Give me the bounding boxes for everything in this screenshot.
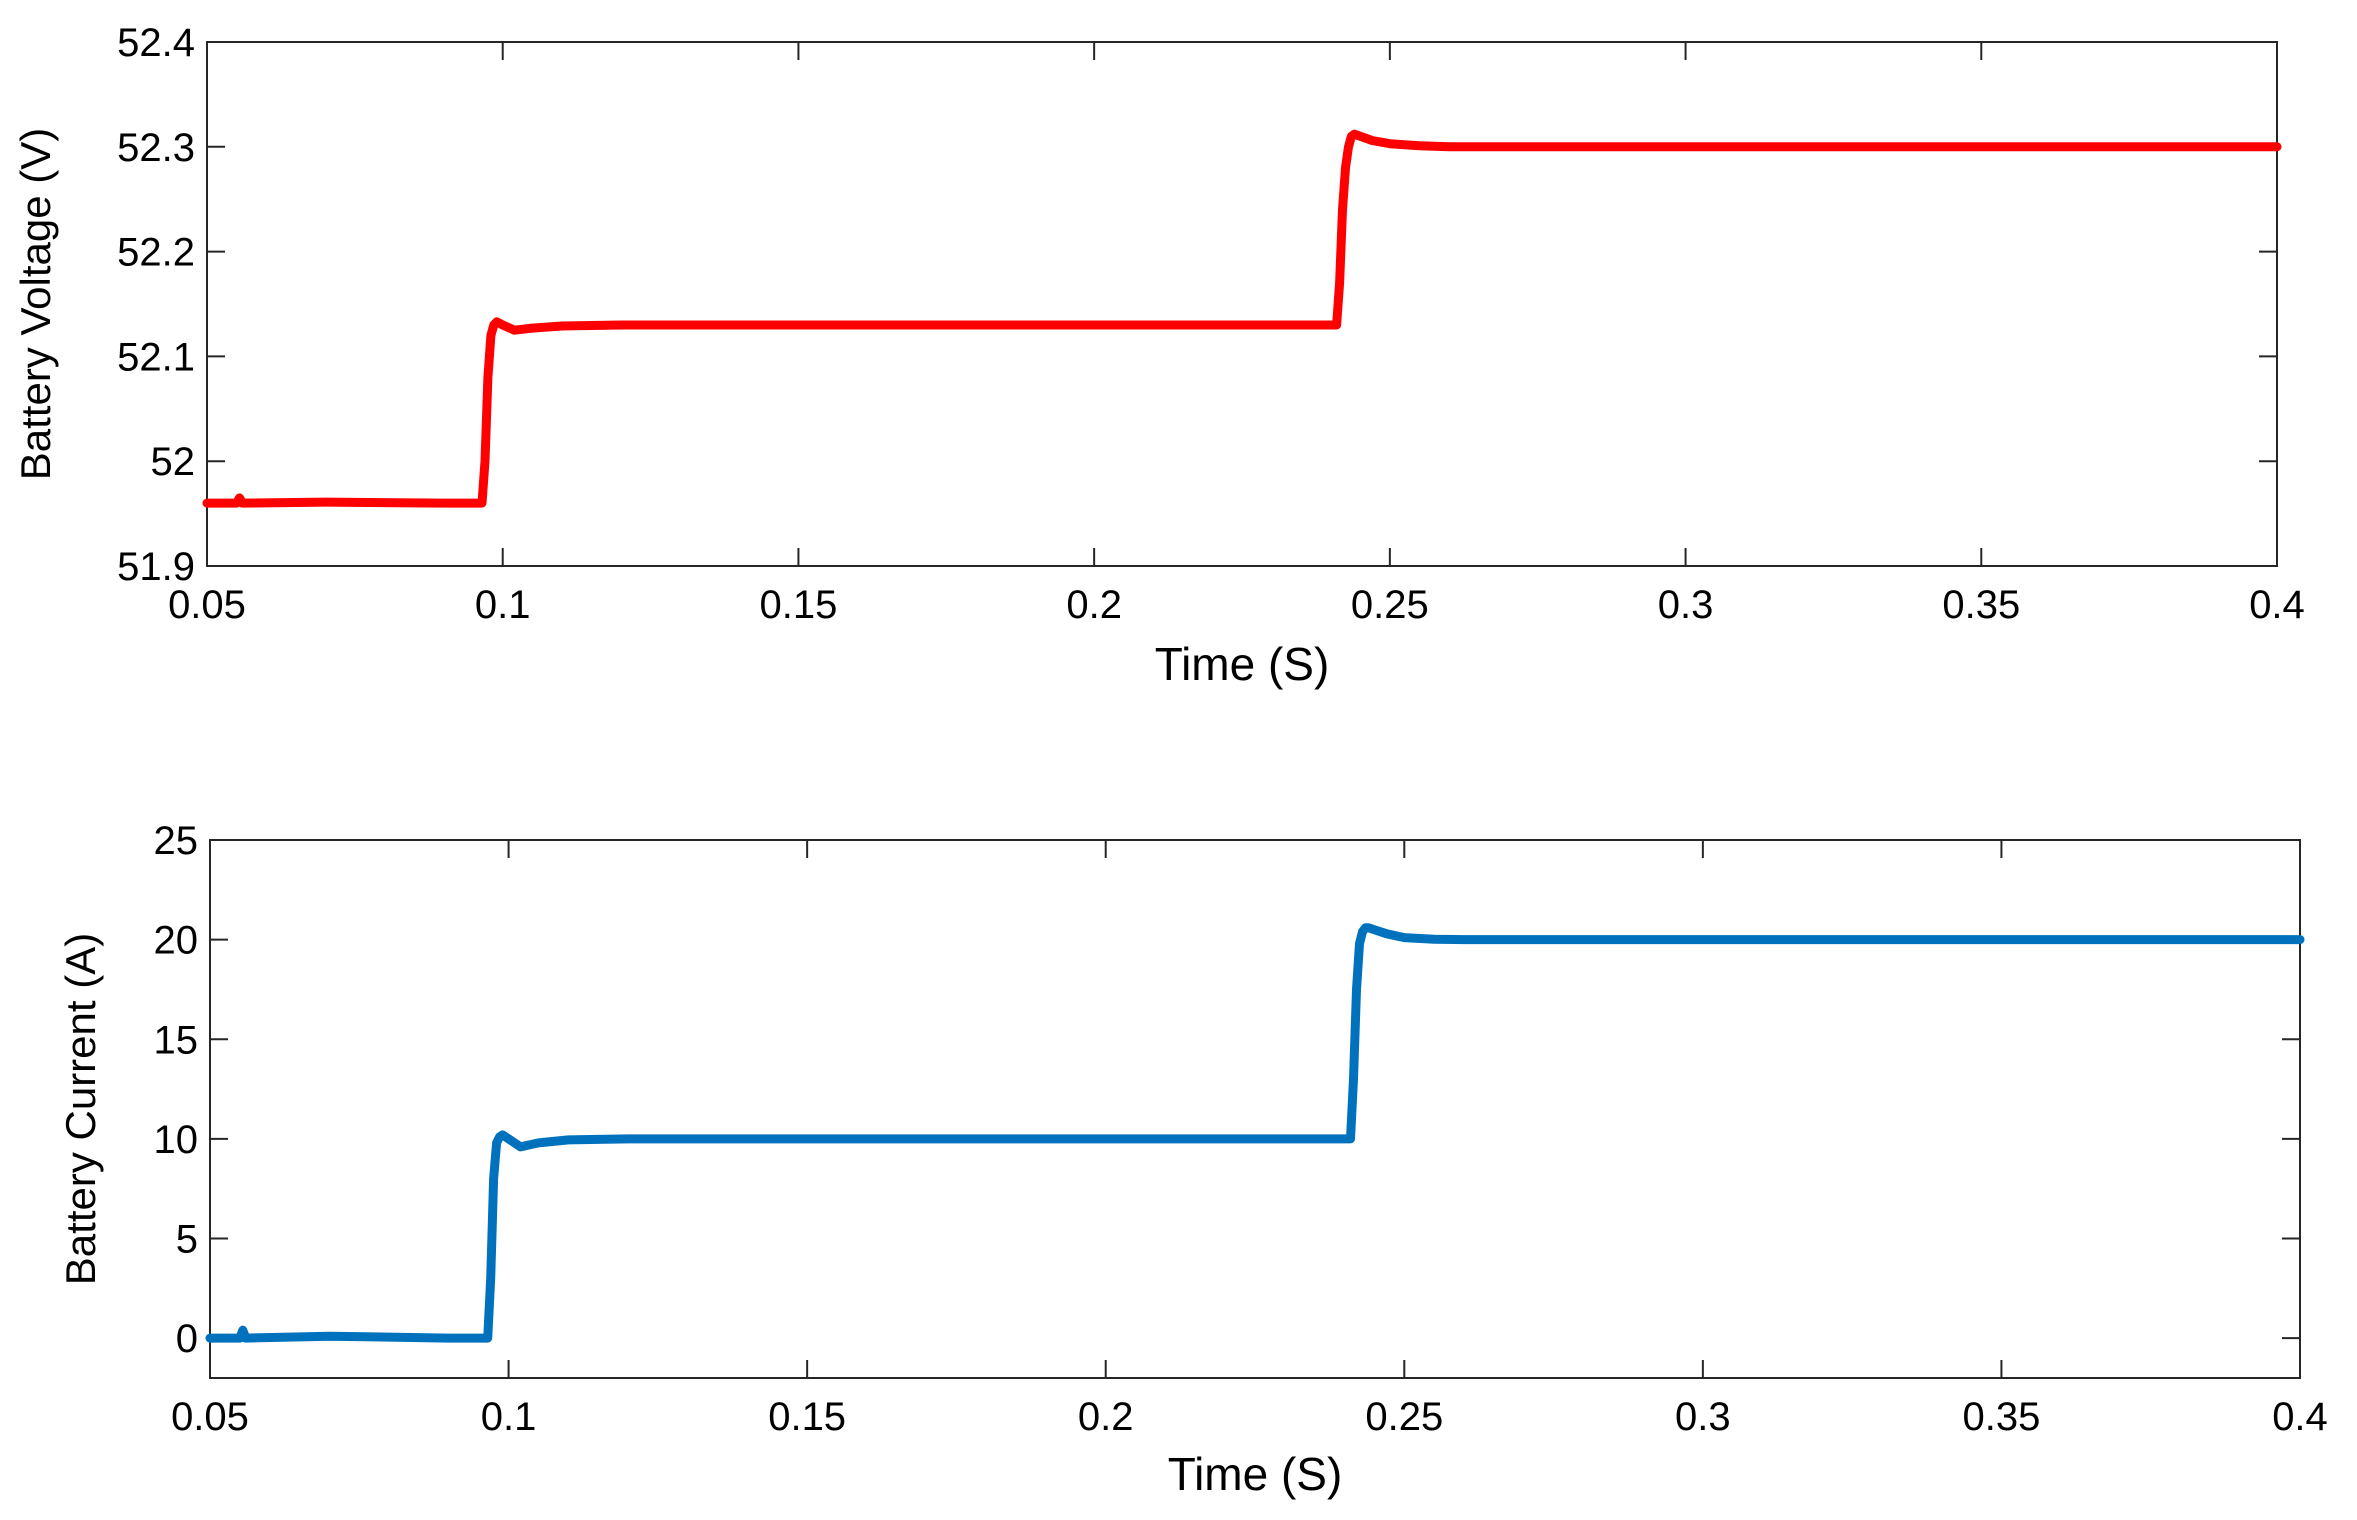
voltage-x-tick-label: 0.25 <box>1351 583 1429 627</box>
current-x-axis-label: Time (S) <box>1168 1448 1343 1500</box>
current-y-tick-label: 25 <box>154 819 199 863</box>
voltage-y-tick-label: 52 <box>151 440 196 484</box>
voltage-x-tick-label: 0.05 <box>168 583 246 627</box>
current-y-tick-label: 20 <box>154 919 199 963</box>
voltage-y-axis-label: Battery Voltage (V) <box>12 128 59 481</box>
voltage-x-tick-label: 0.2 <box>1066 583 1122 627</box>
voltage-y-tick-label: 51.9 <box>117 545 195 589</box>
voltage-x-tick-label: 0.35 <box>1942 583 2020 627</box>
voltage-x-tick-label: 0.3 <box>1658 583 1714 627</box>
current-y-tick-label: 0 <box>176 1317 198 1361</box>
voltage-x-tick-label: 0.1 <box>475 583 531 627</box>
voltage-y-tick-label: 52.2 <box>117 231 195 275</box>
current-chart: 0.05 0.1 0.15 0.2 0.25 0.3 0.35 0.4 0 5 10 15 20 25 T… <box>57 819 2328 1500</box>
current-y-axis-label: Battery Current (A) <box>57 933 104 1285</box>
current-series-group <box>205 923 2305 1343</box>
current-x-tick-label: 0.25 <box>1365 1395 1443 1439</box>
current-axes-frame <box>209 839 2301 1379</box>
voltage-y-tick-label: 52.1 <box>117 335 195 379</box>
current-y-tick-label: 10 <box>154 1118 199 1162</box>
current-x-tick-label: 0.4 <box>2272 1395 2328 1439</box>
current-x-tick-label: 0.1 <box>481 1395 537 1439</box>
voltage-series-group <box>202 129 2282 508</box>
current-x-tick-label: 0.35 <box>1962 1395 2040 1439</box>
current-ticks: 0.05 0.1 0.15 0.2 0.25 0.3 0.35 0.4 0 5 10 15 20 25 <box>154 819 2328 1439</box>
voltage-chart: 0.05 0.1 0.15 0.2 0.25 0.3 0.35 0.4 51.9 52 52.1 52… <box>12 21 2305 690</box>
voltage-x-tick-label: 0.4 <box>2249 583 2305 627</box>
voltage-x-tick-label: 0.15 <box>759 583 837 627</box>
current-series-line <box>205 923 2305 1343</box>
voltage-y-tick-label: 52.3 <box>117 126 195 170</box>
current-x-tick-label: 0.3 <box>1675 1395 1731 1439</box>
voltage-y-tick-label: 52.4 <box>117 21 195 65</box>
voltage-ticks: 0.05 0.1 0.15 0.2 0.25 0.3 0.35 0.4 51.9 52 52.1 52… <box>117 21 2305 627</box>
voltage-x-axis-label: Time (S) <box>1155 638 1330 690</box>
voltage-series-line <box>202 129 2282 508</box>
current-y-tick-label: 15 <box>154 1018 199 1062</box>
current-y-tick-label: 5 <box>176 1218 198 1262</box>
current-x-tick-label: 0.05 <box>171 1395 249 1439</box>
voltage-axes-frame <box>206 41 2278 567</box>
current-x-tick-label: 0.2 <box>1078 1395 1134 1439</box>
current-x-tick-label: 0.15 <box>768 1395 846 1439</box>
